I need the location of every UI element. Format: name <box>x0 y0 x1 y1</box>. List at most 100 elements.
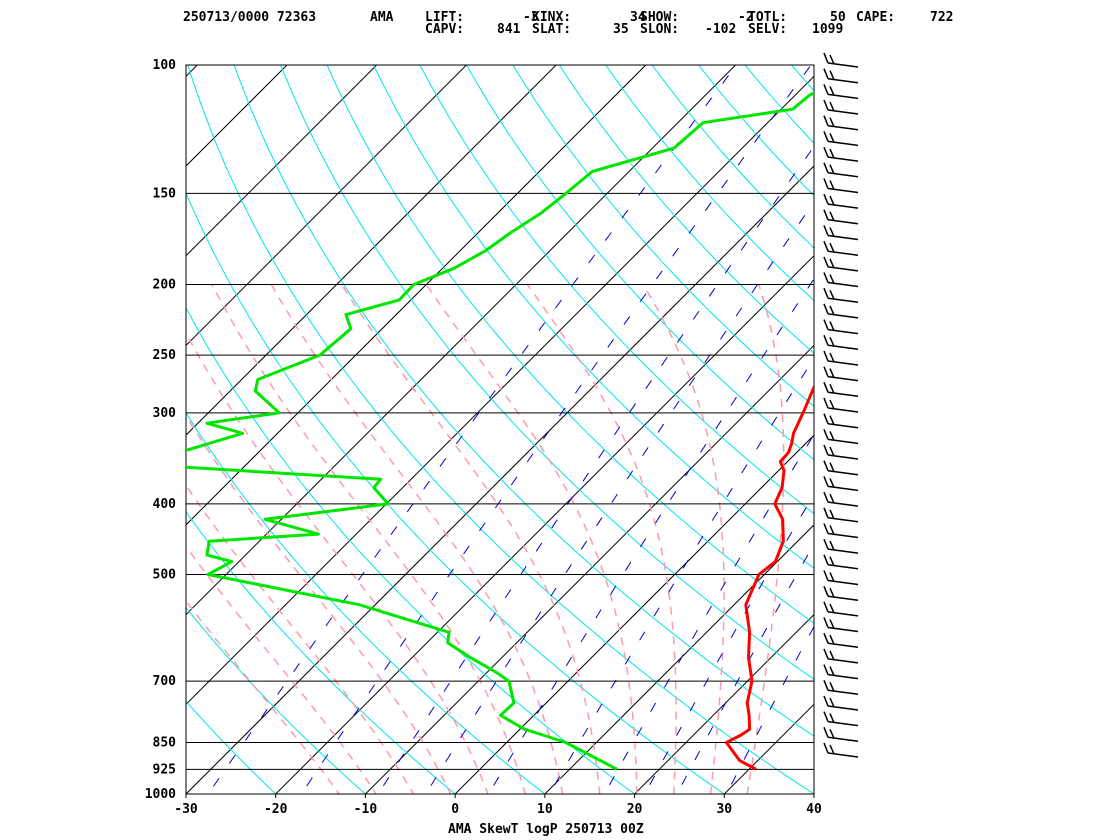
footer-title: AMA SkewT logP 250713 00Z <box>448 822 644 837</box>
mixing-ratio-line <box>676 543 814 794</box>
wind-barb <box>823 335 859 351</box>
isotherm-line <box>275 255 814 794</box>
wind-barb-flag <box>829 274 835 284</box>
wind-barb-flag <box>823 523 829 534</box>
wind-barb-flag <box>829 493 835 504</box>
mixing-ratio-line <box>300 65 812 794</box>
wind-barb-flag <box>823 476 829 487</box>
wind-barb-staff <box>827 124 859 131</box>
wind-barb-flag <box>823 319 829 330</box>
wind-barb-flag <box>829 634 835 645</box>
dry-adiabat-line <box>744 65 814 144</box>
wind-barb-flag <box>823 507 829 519</box>
pressure-tick-label: 500 <box>153 568 177 583</box>
header-label: SELV: <box>748 22 788 37</box>
wind-barb-flag <box>823 366 829 377</box>
header-label: SLON: <box>640 22 680 37</box>
wind-barb-flag <box>829 744 835 755</box>
wind-barb-flag <box>829 525 835 535</box>
wind-barb-flag <box>829 431 835 441</box>
dry-adiabat-line <box>186 700 277 794</box>
dry-adiabat-line <box>186 306 636 794</box>
wind-barb-staff <box>827 422 859 429</box>
wind-barb-staff <box>827 187 859 194</box>
pressure-tick-label: 1000 <box>145 787 176 802</box>
pressure-tick-label: 100 <box>153 58 177 73</box>
wind-barb-flag <box>823 99 829 111</box>
wind-barb <box>823 350 859 366</box>
wind-barb-flag <box>829 587 835 598</box>
wind-barb <box>823 648 859 664</box>
mixing-ratio-line <box>548 357 814 794</box>
header-value: -3 <box>523 10 539 25</box>
wind-barb <box>823 711 859 727</box>
wind-barb-flag <box>823 632 829 644</box>
header-label: AMA <box>370 10 394 25</box>
wind-barb-flag <box>823 538 829 550</box>
mixing-ratio-line <box>603 433 814 794</box>
wind-barb-flag <box>829 258 835 269</box>
mixing-ratio-line <box>425 201 814 794</box>
wind-barb-flag <box>829 54 835 65</box>
wind-barb <box>823 727 859 743</box>
wind-barb-staff <box>827 626 859 633</box>
moist-adiabat-line <box>186 414 452 794</box>
wind-barb-staff <box>827 281 859 288</box>
wind-barb <box>823 193 859 209</box>
header-value: -102 <box>705 22 737 37</box>
wind-barb-staff <box>827 172 859 178</box>
wind-barb-staff <box>827 250 859 256</box>
header-label: 250713/0000 72363 <box>183 10 317 25</box>
wind-barb-flag <box>829 540 835 551</box>
wind-barb-staff <box>827 297 859 303</box>
wind-barb-flag <box>829 478 835 488</box>
dry-adiabat-line <box>697 65 814 197</box>
moist-adiabat-line <box>186 331 489 794</box>
pressure-tick-label: 250 <box>153 348 177 363</box>
header-label: CAPV: <box>425 22 465 37</box>
wind-barb-flag <box>829 148 835 159</box>
wind-barb-flag <box>829 368 835 378</box>
pressure-tick-label: 150 <box>153 186 177 201</box>
wind-barb-flag <box>823 350 829 362</box>
wind-barb-flag <box>823 397 829 409</box>
wind-barb-flag <box>823 429 829 440</box>
wind-barb <box>823 585 859 601</box>
wind-barb-staff <box>827 517 859 523</box>
wind-barb-staff <box>827 234 859 241</box>
wind-barb-staff <box>827 705 859 711</box>
wind-barb-flag <box>823 240 829 252</box>
wind-barb-flag <box>829 133 835 143</box>
wind-barb <box>823 162 859 178</box>
moist-adiabat-line <box>642 284 725 794</box>
wind-barb-staff <box>827 611 859 617</box>
isotherm-line <box>186 75 814 705</box>
wind-barb <box>823 397 859 413</box>
wind-barb <box>823 554 859 570</box>
dry-adiabat-line <box>824 49 1120 810</box>
pressure-tick-label: 850 <box>153 736 177 751</box>
wind-barb <box>823 413 859 429</box>
isotherm-line <box>454 434 814 794</box>
temperature-tick-label: -30 <box>174 802 198 817</box>
wind-barb-flag <box>829 336 835 347</box>
wind-barb-flag <box>829 101 835 112</box>
isotherm-line <box>978 49 1120 810</box>
wind-barb-flag <box>823 711 829 722</box>
wind-barb-flag <box>829 556 835 567</box>
wind-barb <box>823 115 859 131</box>
wind-barb <box>823 507 859 523</box>
wind-barb-flag <box>823 68 829 79</box>
wind-barb <box>823 617 859 633</box>
wind-barb-flag <box>823 680 829 691</box>
dry-adiabat-line <box>326 65 814 625</box>
wind-barb-flag <box>829 572 835 582</box>
wind-barb-flag <box>829 681 835 692</box>
wind-barb <box>823 256 859 272</box>
wind-barb-flag <box>823 131 829 142</box>
wind-barb-staff <box>827 313 859 319</box>
isotherm-line <box>186 65 557 436</box>
wind-barb-staff <box>827 266 859 272</box>
wind-barb-flag <box>829 728 835 739</box>
